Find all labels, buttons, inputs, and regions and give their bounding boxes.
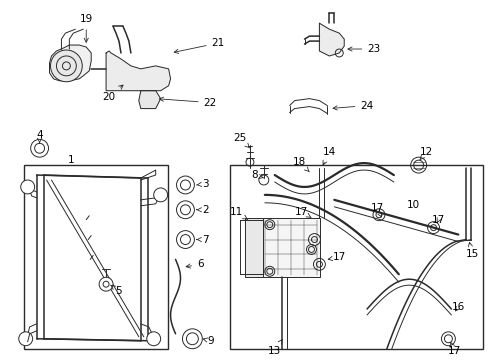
- Circle shape: [146, 332, 161, 346]
- Text: 22: 22: [159, 97, 217, 108]
- Text: 23: 23: [347, 44, 380, 54]
- Polygon shape: [139, 91, 161, 109]
- Bar: [244, 218, 263, 277]
- Text: 7: 7: [196, 234, 208, 244]
- Text: 16: 16: [451, 302, 464, 312]
- Text: 8: 8: [251, 170, 263, 180]
- Text: 14: 14: [322, 147, 335, 165]
- Polygon shape: [49, 45, 91, 81]
- Text: 4: 4: [36, 130, 43, 143]
- Text: 13: 13: [267, 339, 282, 356]
- Circle shape: [99, 277, 113, 291]
- Text: 17: 17: [369, 203, 383, 217]
- Text: 19: 19: [80, 14, 93, 42]
- Text: 17: 17: [431, 215, 444, 225]
- Text: 6: 6: [186, 259, 203, 269]
- Text: 2: 2: [196, 205, 208, 215]
- Circle shape: [19, 332, 33, 346]
- Text: 17: 17: [447, 342, 460, 356]
- Text: 25: 25: [233, 133, 249, 148]
- Text: 17: 17: [327, 252, 345, 262]
- Text: 11: 11: [229, 207, 247, 220]
- Bar: [263, 218, 320, 277]
- Text: 12: 12: [419, 147, 432, 160]
- Text: 17: 17: [294, 207, 310, 217]
- Bar: [24, 165, 167, 349]
- Text: 3: 3: [196, 179, 208, 189]
- Text: 10: 10: [407, 200, 419, 210]
- Circle shape: [50, 50, 82, 82]
- Text: 21: 21: [174, 38, 224, 53]
- Circle shape: [153, 188, 167, 202]
- Text: 18: 18: [292, 157, 309, 172]
- Text: 9: 9: [203, 336, 213, 346]
- Text: 15: 15: [465, 242, 478, 260]
- Bar: [230, 165, 482, 349]
- Circle shape: [20, 180, 35, 194]
- Text: 5: 5: [110, 285, 122, 296]
- Polygon shape: [319, 23, 344, 56]
- Text: 24: 24: [332, 100, 373, 111]
- Text: 1: 1: [68, 155, 75, 165]
- Polygon shape: [106, 51, 170, 91]
- Text: 20: 20: [102, 85, 123, 102]
